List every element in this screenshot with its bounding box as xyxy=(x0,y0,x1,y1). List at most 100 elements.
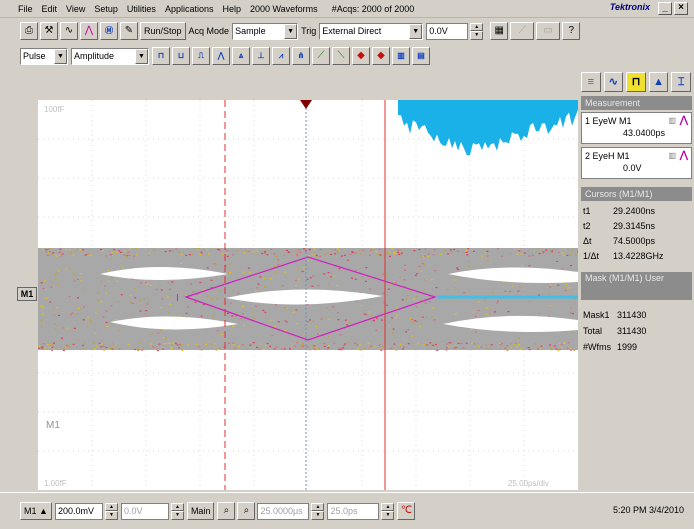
lines-icon[interactable]: ≡ xyxy=(581,72,601,92)
waveform-icon[interactable]: ∿ xyxy=(60,22,78,40)
trace-dot xyxy=(226,252,228,254)
horizontal-scale-spinner[interactable]: ▲ ▼ xyxy=(381,502,395,520)
menu-setup[interactable]: Setup xyxy=(94,3,118,14)
scope-display[interactable]: 100fF M1 1.00fF 25.00ps/div I xyxy=(38,100,578,490)
disabled-button-icon[interactable]: ▭ xyxy=(536,22,561,40)
meas-frequency-icon[interactable]: ⩘ xyxy=(272,47,290,65)
trace-dot xyxy=(516,290,519,293)
trace-dot xyxy=(490,344,493,346)
cursor-icon[interactable]: ⌶ xyxy=(671,72,691,92)
tools-icon[interactable]: ⚒ xyxy=(40,22,58,40)
zoom-in-icon[interactable]: ⌕ xyxy=(217,502,236,520)
trace-dot xyxy=(85,254,88,256)
meas-histogram-icon[interactable]: ▥ xyxy=(392,47,410,65)
trig-level-field[interactable]: 0.0V xyxy=(426,22,469,40)
histogram-icon[interactable]: ▲ xyxy=(648,72,669,92)
trace-dot xyxy=(453,347,456,349)
temperature-icon[interactable]: ℃ xyxy=(397,502,416,520)
meas-jitter-icon[interactable]: ◆ xyxy=(352,47,370,65)
trace-dot xyxy=(145,282,148,284)
trace-dot xyxy=(179,344,182,346)
meas-param-select[interactable]: Amplitude ▼ xyxy=(71,47,149,65)
horizontal-position-field[interactable]: 25.0000μs xyxy=(257,502,310,520)
pen-icon[interactable]: ✎ xyxy=(120,22,138,40)
meas-fall-icon[interactable]: ⟍ xyxy=(332,47,350,65)
trace-dot xyxy=(71,312,74,314)
vertical-scale-spinner[interactable]: ▲ ▼ xyxy=(104,502,118,520)
trace-dot xyxy=(127,343,130,345)
trace-dot xyxy=(444,249,447,251)
meas-period-icon[interactable]: ⩓ xyxy=(232,47,250,65)
print-icon[interactable]: ⎙ xyxy=(20,22,38,40)
acq-mode-select[interactable]: Sample ▼ xyxy=(232,22,299,40)
menu-help[interactable]: Help xyxy=(222,3,241,14)
menu-edit[interactable]: Edit xyxy=(41,3,58,14)
meas-amplitude-icon[interactable]: ⋀ xyxy=(212,47,230,65)
run-stop-button[interactable]: Run/Stop xyxy=(140,22,186,40)
trace-dot xyxy=(501,255,504,257)
trace-dot xyxy=(351,251,354,253)
trace-dot xyxy=(94,332,97,334)
trace-dot xyxy=(334,253,337,255)
trace-dot xyxy=(100,343,103,345)
menu-applications[interactable]: Applications xyxy=(164,3,214,14)
trace-dot xyxy=(528,348,531,351)
meas-crossing-icon[interactable]: ◆ xyxy=(372,47,390,65)
meas-pulse-icon[interactable]: ⎍ xyxy=(192,47,210,65)
menu-file[interactable]: File xyxy=(18,3,33,14)
trace-dot xyxy=(123,254,126,256)
waveform-view-icon[interactable]: ∿ xyxy=(603,72,624,92)
minimize-icon[interactable]: _ xyxy=(658,2,672,15)
menu-utilities[interactable]: Utilities xyxy=(126,3,156,14)
measure-icon[interactable]: Ⓜ xyxy=(100,22,118,40)
meas-low-icon[interactable]: ⊔ xyxy=(172,47,190,65)
trace-dot xyxy=(166,296,169,298)
trace-dot xyxy=(488,308,491,310)
trace-dot xyxy=(535,250,538,252)
menu-view[interactable]: View xyxy=(66,3,86,14)
eye-waveform-icon[interactable]: ⋀ xyxy=(80,22,98,40)
vertical-scale-field[interactable]: 200.0mV xyxy=(54,502,103,520)
trace-dot xyxy=(399,343,402,346)
meas-high-icon[interactable]: ⊓ xyxy=(152,47,170,65)
trace-dot xyxy=(393,281,396,283)
trace-dot xyxy=(500,342,503,345)
trace-dot xyxy=(164,251,167,253)
horizontal-scale-field[interactable]: 25.0ps xyxy=(327,502,380,520)
meas-type-select[interactable]: Pulse ▼ xyxy=(20,47,68,65)
trace-dot xyxy=(105,310,108,312)
meas-mask-icon[interactable]: ▤ xyxy=(412,47,430,65)
trace-dot xyxy=(517,344,520,346)
main-timebase-button[interactable]: Main xyxy=(186,502,215,520)
trace-dot xyxy=(286,307,289,309)
trace-dot xyxy=(466,254,469,256)
help-icon[interactable]: ? xyxy=(562,22,581,40)
trace-dot xyxy=(194,301,197,303)
channel-select-button[interactable]: M1 ▲ xyxy=(20,502,52,520)
vertical-offset-spinner[interactable]: ▲ ▼ xyxy=(170,502,184,520)
zoom-out-icon[interactable]: ⌕ xyxy=(237,502,256,520)
mask-view-icon[interactable]: ⊓ xyxy=(626,72,646,92)
trace-dot xyxy=(42,343,45,345)
trig-level-spinner[interactable]: ▲ ▼ xyxy=(470,22,484,40)
m1-level-marker[interactable]: M1 xyxy=(17,287,37,301)
measurement-2[interactable]: 2 EyeH M1 0.0V ▥ ⋀ xyxy=(581,147,692,179)
ramp-icon[interactable]: ⟋ xyxy=(510,22,535,40)
trace-dot xyxy=(273,348,276,350)
vertical-offset-field[interactable]: 0.0V xyxy=(120,502,169,520)
grid-icon[interactable]: ▦ xyxy=(490,22,509,40)
measurement-1[interactable]: 1 EyeW M1 43.0400ps ▥ ⋀ xyxy=(581,112,692,144)
trace-dot xyxy=(557,349,560,352)
meas-rise-icon[interactable]: ⋔ xyxy=(292,47,310,65)
trace-dot xyxy=(177,251,180,253)
meas-width-icon[interactable]: ⊥ xyxy=(252,47,270,65)
meas-edge-icon[interactable]: ⟋ xyxy=(312,47,330,65)
trace-dot xyxy=(370,345,373,347)
horizontal-position-spinner[interactable]: ▲ ▼ xyxy=(311,502,325,520)
trace-dot xyxy=(499,342,502,344)
trig-source-select[interactable]: External Direct ▼ xyxy=(319,22,424,40)
trace-dot xyxy=(170,344,173,346)
trace-dot xyxy=(58,314,61,316)
trace-dot xyxy=(538,253,541,255)
close-icon[interactable]: × xyxy=(674,2,688,15)
